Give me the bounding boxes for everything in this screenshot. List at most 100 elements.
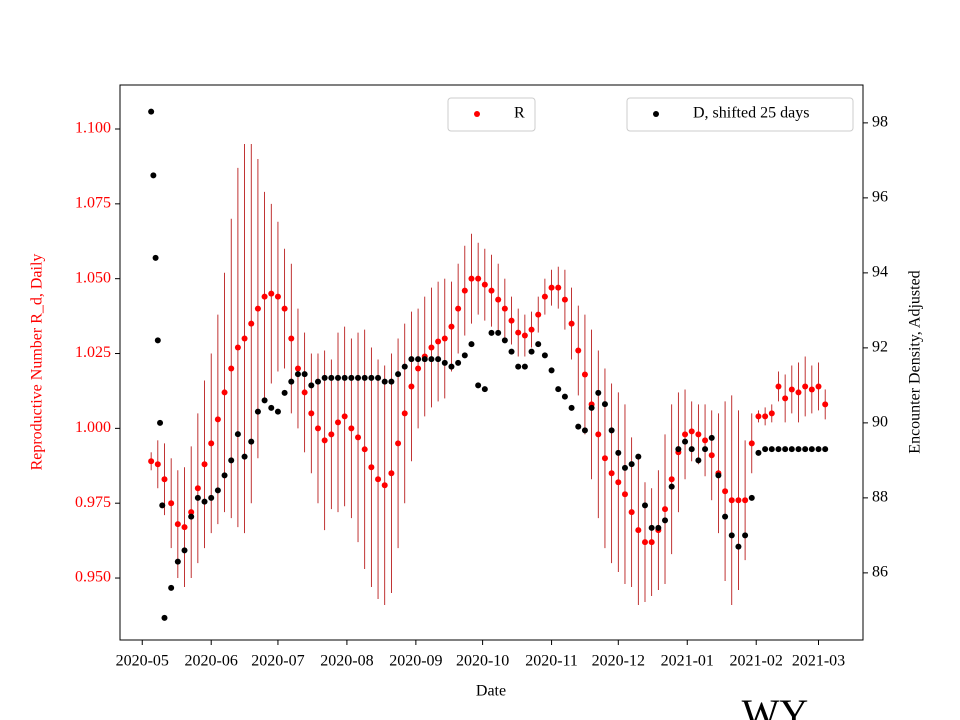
point (375, 476, 382, 483)
point (148, 458, 155, 465)
point (648, 524, 655, 531)
point (428, 356, 435, 363)
y2-tick-label: 92 (872, 339, 888, 356)
point (188, 509, 195, 516)
point (508, 317, 515, 324)
point (722, 513, 729, 520)
point (248, 320, 255, 327)
point (201, 498, 208, 505)
x-tick-label: 2020-09 (389, 653, 442, 670)
point (535, 341, 542, 348)
point (221, 472, 228, 479)
point (395, 440, 402, 447)
point (548, 284, 555, 291)
x-tick-label: 2020-05 (116, 653, 169, 670)
point (455, 305, 462, 312)
x-tick-label: 2020-08 (320, 653, 373, 670)
point (588, 404, 595, 411)
point (308, 382, 315, 389)
point (775, 383, 782, 390)
legend-label: R (514, 105, 525, 122)
point (274, 408, 281, 415)
plot-area (148, 108, 829, 621)
point (601, 455, 608, 462)
point (208, 440, 215, 447)
point (568, 404, 575, 411)
legend-box (447, 97, 536, 132)
point (321, 437, 328, 444)
y-tick-label: 1.100 (75, 120, 111, 137)
y-tick-label: 1.050 (75, 269, 111, 286)
point (388, 378, 395, 385)
point (615, 449, 622, 456)
point (748, 440, 755, 447)
point (161, 476, 168, 483)
point (254, 408, 261, 415)
point (595, 389, 602, 396)
point (281, 305, 288, 312)
point (695, 431, 702, 438)
point (159, 502, 166, 509)
point (281, 389, 288, 396)
point (214, 416, 221, 423)
point (528, 326, 535, 333)
point (748, 494, 755, 501)
point (408, 356, 415, 363)
y-tick-label: 1.075 (75, 195, 111, 212)
legend-label: D, shifted 25 days (693, 105, 809, 122)
point (435, 338, 442, 345)
point (662, 506, 669, 513)
point (448, 323, 455, 330)
point (755, 449, 762, 456)
point (288, 335, 295, 342)
point (221, 389, 228, 396)
point (555, 386, 562, 393)
point (728, 532, 735, 539)
point (768, 410, 775, 417)
point (762, 413, 769, 420)
point (715, 472, 722, 479)
point (428, 344, 435, 351)
point (268, 404, 275, 411)
point (234, 344, 241, 351)
point (521, 332, 528, 339)
axes-frame (119, 84, 864, 641)
point (355, 374, 362, 381)
y2-tick-label: 90 (872, 414, 888, 431)
point (755, 413, 762, 420)
point (194, 485, 201, 492)
point (168, 584, 175, 591)
point (581, 427, 588, 434)
point (468, 341, 475, 348)
point (742, 497, 749, 504)
legend-marker (474, 111, 480, 117)
point (228, 457, 235, 464)
y-tick-label: 1.025 (75, 344, 111, 361)
point (441, 359, 448, 366)
x-tick-label: 2021-01 (661, 653, 714, 670)
point (314, 378, 321, 385)
point (461, 352, 468, 359)
point (735, 497, 742, 504)
point (682, 438, 689, 445)
point (150, 172, 157, 179)
point (641, 539, 648, 546)
point (561, 296, 568, 303)
point (621, 464, 628, 471)
point (448, 363, 455, 370)
point (702, 437, 709, 444)
point (762, 446, 769, 453)
point (575, 347, 582, 354)
point (415, 356, 422, 363)
point (294, 371, 301, 378)
point (328, 374, 335, 381)
point (321, 374, 328, 381)
point (328, 431, 335, 438)
point (635, 453, 642, 460)
point (495, 296, 502, 303)
point (788, 446, 795, 453)
x-axis-label: Date (476, 683, 506, 700)
point (154, 337, 161, 344)
point (355, 434, 362, 441)
